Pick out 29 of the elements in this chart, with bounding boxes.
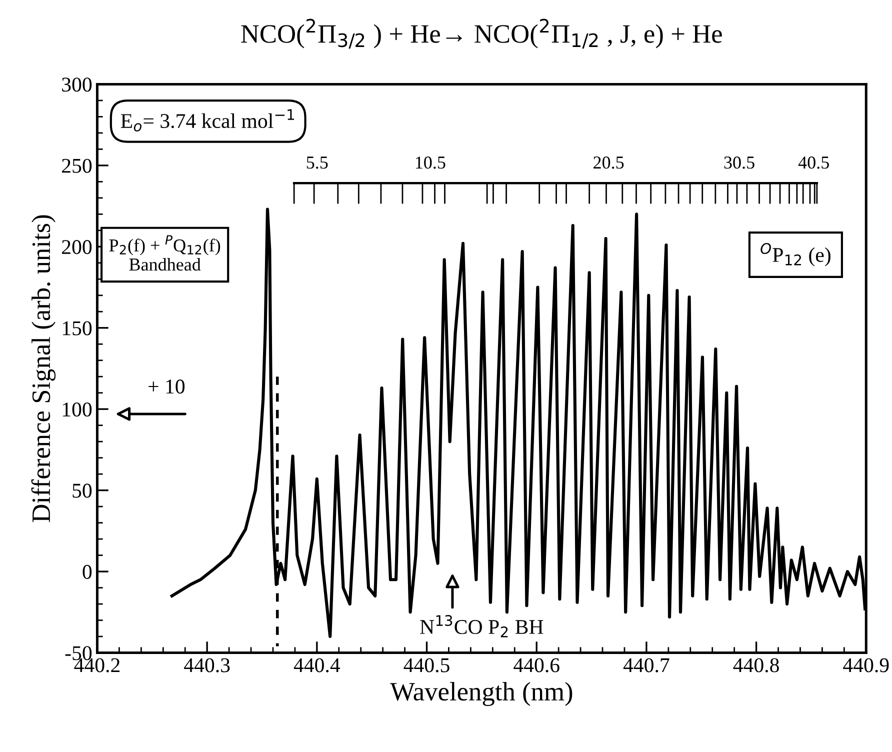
x-tick-label: 440.9 [843,658,889,672]
y-tick-label: -50 [65,646,92,660]
annotation: N$^{13}$CO P$_{2}$ BH [420,615,544,638]
y-tick-label: 100 [62,402,92,417]
annotation: 10.5 [416,156,446,169]
x-tick-label: 440.6 [514,658,560,672]
annotation: + 10 [148,380,185,394]
y-axis-title: Difference Signal (arb. units) [31,215,56,522]
annotation: 5.5 [306,156,328,169]
y-tick-label: 250 [62,158,92,173]
annotation: P$_{2}$(f) + $^{P}$Q$_{12}$(f) Bandhead [109,235,220,271]
x-tick-label: 440.2 [74,658,120,672]
x-tick-label: 440.4 [294,658,340,672]
x-tick-label: 440.3 [184,658,230,672]
y-tick-label: 200 [62,240,92,254]
annotation: $^{O}$P$_{12}$ (e) [760,243,830,266]
annotation: E$_{o}$= 3.74 kcal mol$^{−1}$ [120,109,294,132]
chart-title: NCO($^{2}$Π$_{3/2}$ ) + He→ NCO($^{2}$Π$_{1/2}$ , J, e) + He [241,18,722,49]
y-tick-label: 50 [72,484,92,498]
x-tick-label: 440.8 [733,658,779,672]
y-tick-label: 150 [62,321,92,336]
annotation: 30.5 [724,156,754,169]
annotation: 20.5 [594,156,624,169]
annotation: 40.5 [798,156,829,169]
y-tick-label: 0 [82,564,92,579]
x-tick-label: 440.7 [623,658,670,672]
x-axis-title: Wavelength (nm) [390,682,572,706]
y-tick-label: 300 [62,78,92,92]
x-tick-label: 440.5 [404,658,450,672]
